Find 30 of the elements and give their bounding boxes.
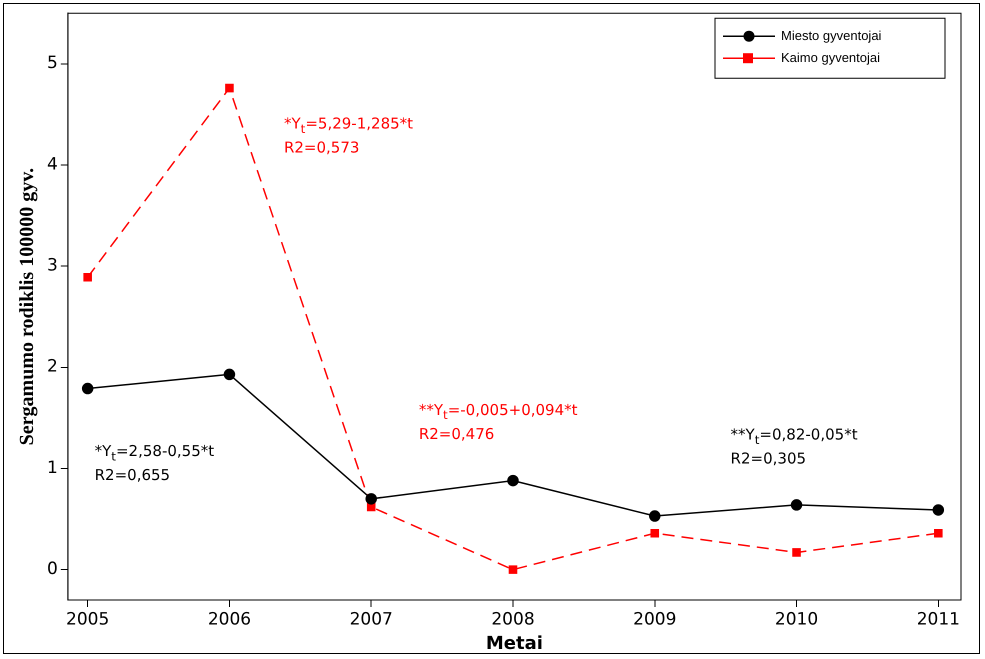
y-tick-label: 3 bbox=[46, 256, 58, 276]
point bbox=[508, 565, 518, 574]
y-tick-label: 0 bbox=[46, 559, 58, 580]
point bbox=[650, 528, 660, 538]
point bbox=[932, 504, 944, 516]
x-tick-label: 2005 bbox=[66, 610, 110, 630]
point bbox=[225, 84, 234, 92]
y-tick-label: 1 bbox=[46, 458, 58, 478]
x-tick-label: 2006 bbox=[208, 610, 252, 630]
x-tick-label: 2007 bbox=[350, 610, 393, 630]
point bbox=[790, 499, 802, 511]
x-axis-title: Metai bbox=[486, 632, 543, 654]
point bbox=[224, 368, 236, 380]
legend-label: Kaimo gyventojai bbox=[781, 50, 880, 65]
y-tick-label: 4 bbox=[46, 154, 58, 174]
legend-label: Miesto gyventojai bbox=[781, 28, 882, 43]
point bbox=[83, 272, 92, 282]
x-tick-label: 2011 bbox=[916, 610, 960, 630]
point bbox=[792, 548, 801, 557]
y-axis-title: Sergamumo rodiklis 100000 gyv. bbox=[16, 168, 38, 446]
x-tick-label: 2010 bbox=[774, 610, 818, 630]
y-tick-label: 5 bbox=[46, 53, 58, 74]
point bbox=[649, 510, 661, 522]
point bbox=[365, 493, 377, 505]
point bbox=[934, 528, 943, 538]
x-tick-label: 2008 bbox=[491, 610, 535, 630]
point bbox=[507, 474, 519, 486]
y-tick-label: 2 bbox=[46, 356, 58, 377]
point bbox=[82, 382, 94, 394]
x-tick-label: 2009 bbox=[633, 610, 676, 630]
